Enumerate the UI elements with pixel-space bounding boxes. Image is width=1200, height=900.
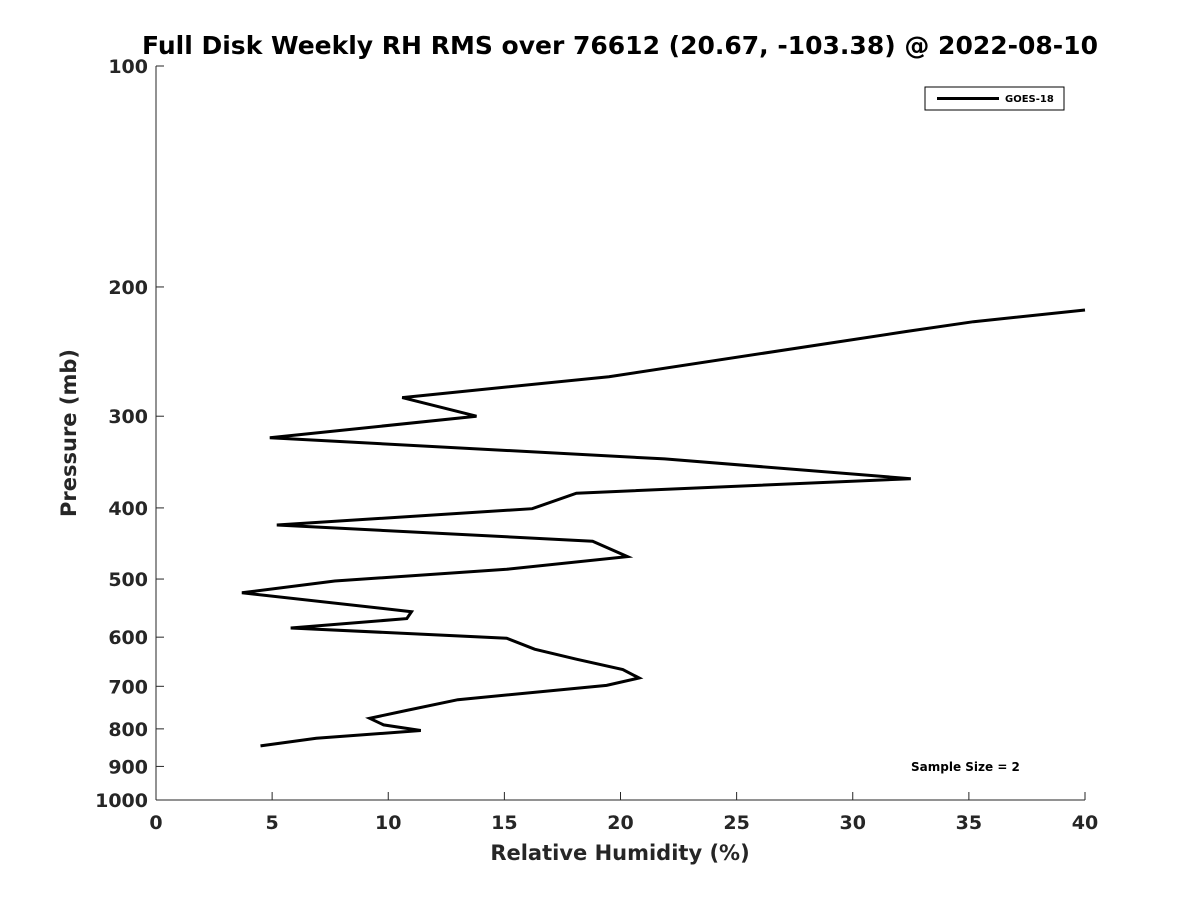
y-tick-label: 600: [108, 627, 148, 649]
legend-label-goes-18: GOES-18: [1005, 94, 1054, 105]
x-axis-label: Relative Humidity (%): [490, 841, 749, 865]
legend: GOES-18: [924, 86, 1065, 111]
x-tick-label: 5: [266, 812, 279, 834]
y-tick-label: 400: [108, 498, 148, 520]
chart-title: Full Disk Weekly RH RMS over 76612 (20.6…: [142, 31, 1098, 60]
x-tick-label: 35: [956, 812, 982, 834]
y-tick-label: 300: [108, 406, 148, 428]
series-layer: [241, 308, 1086, 748]
y-tick-label: 700: [108, 676, 148, 698]
x-axis-ticks: 0 5 10 15 20 25 30 35 40: [149, 792, 1098, 834]
plot-area: [156, 66, 1085, 800]
x-tick-label: 10: [375, 812, 401, 834]
x-tick-label: 30: [840, 812, 866, 834]
x-tick-label: 0: [149, 812, 162, 834]
y-tick-label: 900: [108, 756, 148, 778]
x-tick-label: 40: [1072, 812, 1098, 834]
y-tick-label: 1000: [95, 790, 148, 812]
sample-size-annotation: Sample Size = 2: [911, 760, 1020, 774]
y-tick-label: 800: [108, 719, 148, 741]
x-tick-label: 15: [491, 812, 517, 834]
y-axis-label: Pressure (mb): [57, 349, 81, 517]
y-tick-label: 500: [108, 569, 148, 591]
series-line-goes-18: [241, 308, 1086, 748]
y-axis-ticks: 100 200 300 400 500 600 700 800 900 1000: [95, 56, 164, 812]
y-tick-label: 200: [108, 277, 148, 299]
x-tick-label: 25: [723, 812, 749, 834]
x-tick-label: 20: [607, 812, 633, 834]
y-tick-label: 100: [108, 56, 148, 78]
